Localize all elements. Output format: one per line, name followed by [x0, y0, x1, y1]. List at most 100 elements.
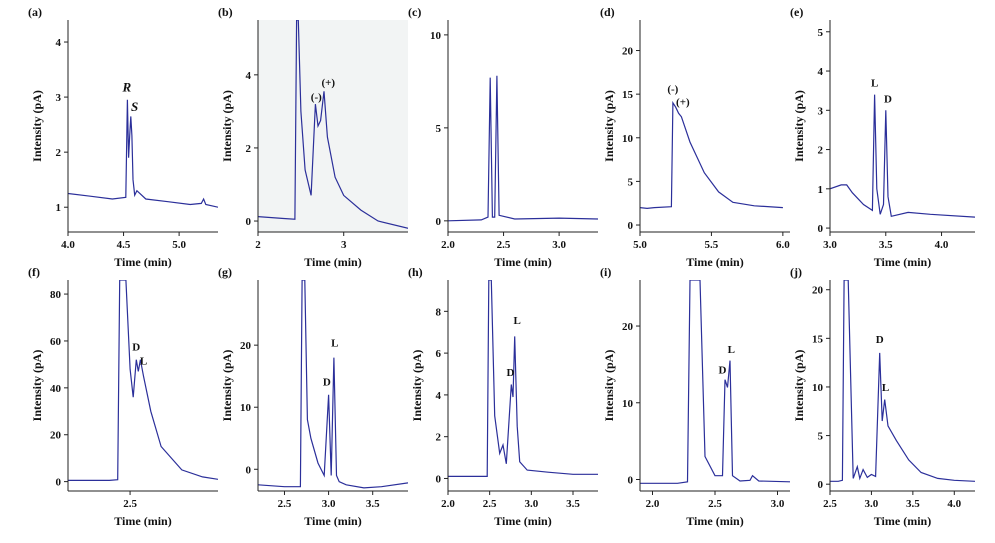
x-tick-label: 4.0	[947, 498, 961, 510]
y-tick-label: 6	[436, 348, 442, 360]
x-tick-label: 2.5	[278, 498, 292, 510]
y-tick-label: 4	[818, 66, 824, 78]
chromatogram-trace	[258, 280, 408, 489]
x-axis-title: Time (min)	[874, 255, 931, 269]
peak-label: (+)	[676, 96, 690, 108]
x-tick-label: 4.5	[117, 239, 131, 251]
plot-background	[258, 20, 408, 232]
x-tick-label: 5.5	[705, 239, 719, 251]
y-tick-label: 10	[622, 398, 634, 410]
x-tick-label: 6.0	[776, 239, 790, 251]
y-tick-label: 0	[818, 479, 824, 491]
panel-label: (f)	[28, 265, 40, 279]
panel-label: (h)	[408, 265, 423, 279]
y-tick-label: 0	[628, 220, 634, 232]
x-tick-label: 3.5	[879, 239, 893, 251]
x-tick-label: 3.0	[823, 239, 837, 251]
panel-h: 2.0 2.5 3.0 3.5 0 2 4 6 8 Time (min) Intensity (pA…	[408, 265, 598, 528]
x-axis-title: Time (min)	[686, 514, 743, 528]
peak-label: L	[331, 337, 338, 349]
y-tick-label: 10	[812, 382, 824, 394]
y-axis-title: Intensity (pA)	[602, 350, 616, 422]
y-tick-label: 80	[50, 289, 62, 301]
x-tick-label: 3.0	[771, 498, 785, 510]
chromatogram-trace	[830, 280, 975, 482]
x-tick-label: 2.0	[441, 498, 455, 510]
y-tick-label: 2	[56, 147, 62, 159]
x-tick-label: 2.0	[646, 498, 660, 510]
y-tick-label: 8	[436, 306, 442, 318]
y-tick-label: 4	[56, 37, 62, 49]
chromatogram-trace	[68, 280, 218, 481]
peak-label: D	[507, 367, 515, 379]
peak-label: L	[871, 78, 878, 90]
y-axis-title: Intensity (pA)	[792, 350, 806, 422]
x-tick-label: 2.5	[497, 239, 511, 251]
y-tick-label: 2	[818, 145, 824, 157]
x-tick-label: 3.0	[524, 498, 538, 510]
chromatogram-trace	[448, 75, 598, 222]
y-axis-title: Intensity (pA)	[220, 90, 234, 162]
x-tick-label: 2	[255, 239, 261, 251]
y-tick-label: 20	[240, 340, 252, 352]
chromatogram-trace	[640, 100, 783, 210]
x-tick-label: 2.5	[483, 498, 497, 510]
y-tick-label: 0	[818, 223, 824, 235]
peak-label: L	[882, 382, 889, 394]
panel-label: (a)	[28, 5, 42, 19]
peak-label: L	[513, 315, 520, 327]
panel-d: 5.0 5.5 6.0 0 5 10 15 20 Time (min) Intensity (pA…	[600, 5, 790, 269]
y-tick-label: 2	[436, 432, 442, 444]
panel-label: (b)	[218, 5, 233, 19]
panel-label: (d)	[600, 5, 615, 19]
peak-label: (+)	[321, 77, 335, 89]
panel-e: 3.0 3.5 4.0 0 1 2 3 4 5 Time (min) Intensity (pA) (…	[790, 5, 975, 269]
y-tick-label: 40	[50, 383, 62, 395]
x-axis-title: Time (min)	[686, 255, 743, 269]
x-tick-label: 3	[341, 239, 347, 251]
x-axis-title: Time (min)	[494, 514, 551, 528]
y-tick-label: 15	[622, 89, 634, 101]
panel-label: (c)	[408, 5, 421, 19]
y-tick-label: 20	[622, 321, 634, 333]
x-tick-label: 2.5	[823, 498, 837, 510]
y-tick-label: 0	[436, 473, 442, 485]
x-tick-label: 5.0	[633, 239, 647, 251]
y-tick-label: 4	[246, 70, 252, 82]
y-axis-title: Intensity (pA)	[220, 350, 234, 422]
x-axis-title: Time (min)	[114, 255, 171, 269]
x-tick-label: 2.5	[708, 498, 722, 510]
y-axis-title: Intensity (pA)	[602, 90, 616, 162]
y-axis-title: Intensity (pA)	[30, 350, 44, 422]
chromatogram-trace	[640, 280, 790, 484]
panel-label: (j)	[790, 265, 802, 279]
y-tick-label: 5	[818, 431, 824, 443]
y-tick-label: 10	[430, 30, 442, 42]
y-tick-label: 10	[622, 133, 634, 145]
peak-label: R	[122, 80, 132, 95]
x-tick-label: 2.0	[441, 239, 455, 251]
y-tick-label: 0	[246, 464, 252, 476]
chromatogram-trace	[448, 280, 598, 477]
panel-j: 2.5 3.0 3.5 4.0 0 5 10 15 20 Time (min) Intensity …	[790, 265, 975, 528]
y-axis-title: Intensity (pA)	[410, 350, 424, 422]
y-tick-label: 0	[628, 474, 634, 486]
peak-label: D	[884, 93, 892, 105]
y-tick-label: 1	[818, 184, 824, 196]
y-tick-label: 1	[56, 202, 62, 214]
y-tick-label: 3	[56, 92, 62, 104]
x-tick-label: 3.0	[865, 498, 879, 510]
y-axis-title: Intensity (pA)	[30, 90, 44, 162]
y-tick-label: 5	[628, 176, 634, 188]
chromatogram-trace	[68, 99, 218, 208]
x-tick-label: 3.0	[322, 498, 336, 510]
peak-label: L	[728, 344, 735, 356]
panel-g: 2.5 3.0 3.5 0 10 20 Time (min) Intensity (pA) (g…	[218, 265, 408, 528]
peak-label: (-)	[311, 91, 322, 103]
x-tick-label: 3.5	[566, 498, 580, 510]
y-tick-label: 4	[436, 390, 442, 402]
y-axis-title: Intensity (pA)	[792, 90, 806, 162]
panel-label: (g)	[218, 265, 232, 279]
panel-a: 4.0 4.5 5.0 1 2 3 4 Time (min) Intensity (pA) (a)…	[28, 5, 218, 269]
